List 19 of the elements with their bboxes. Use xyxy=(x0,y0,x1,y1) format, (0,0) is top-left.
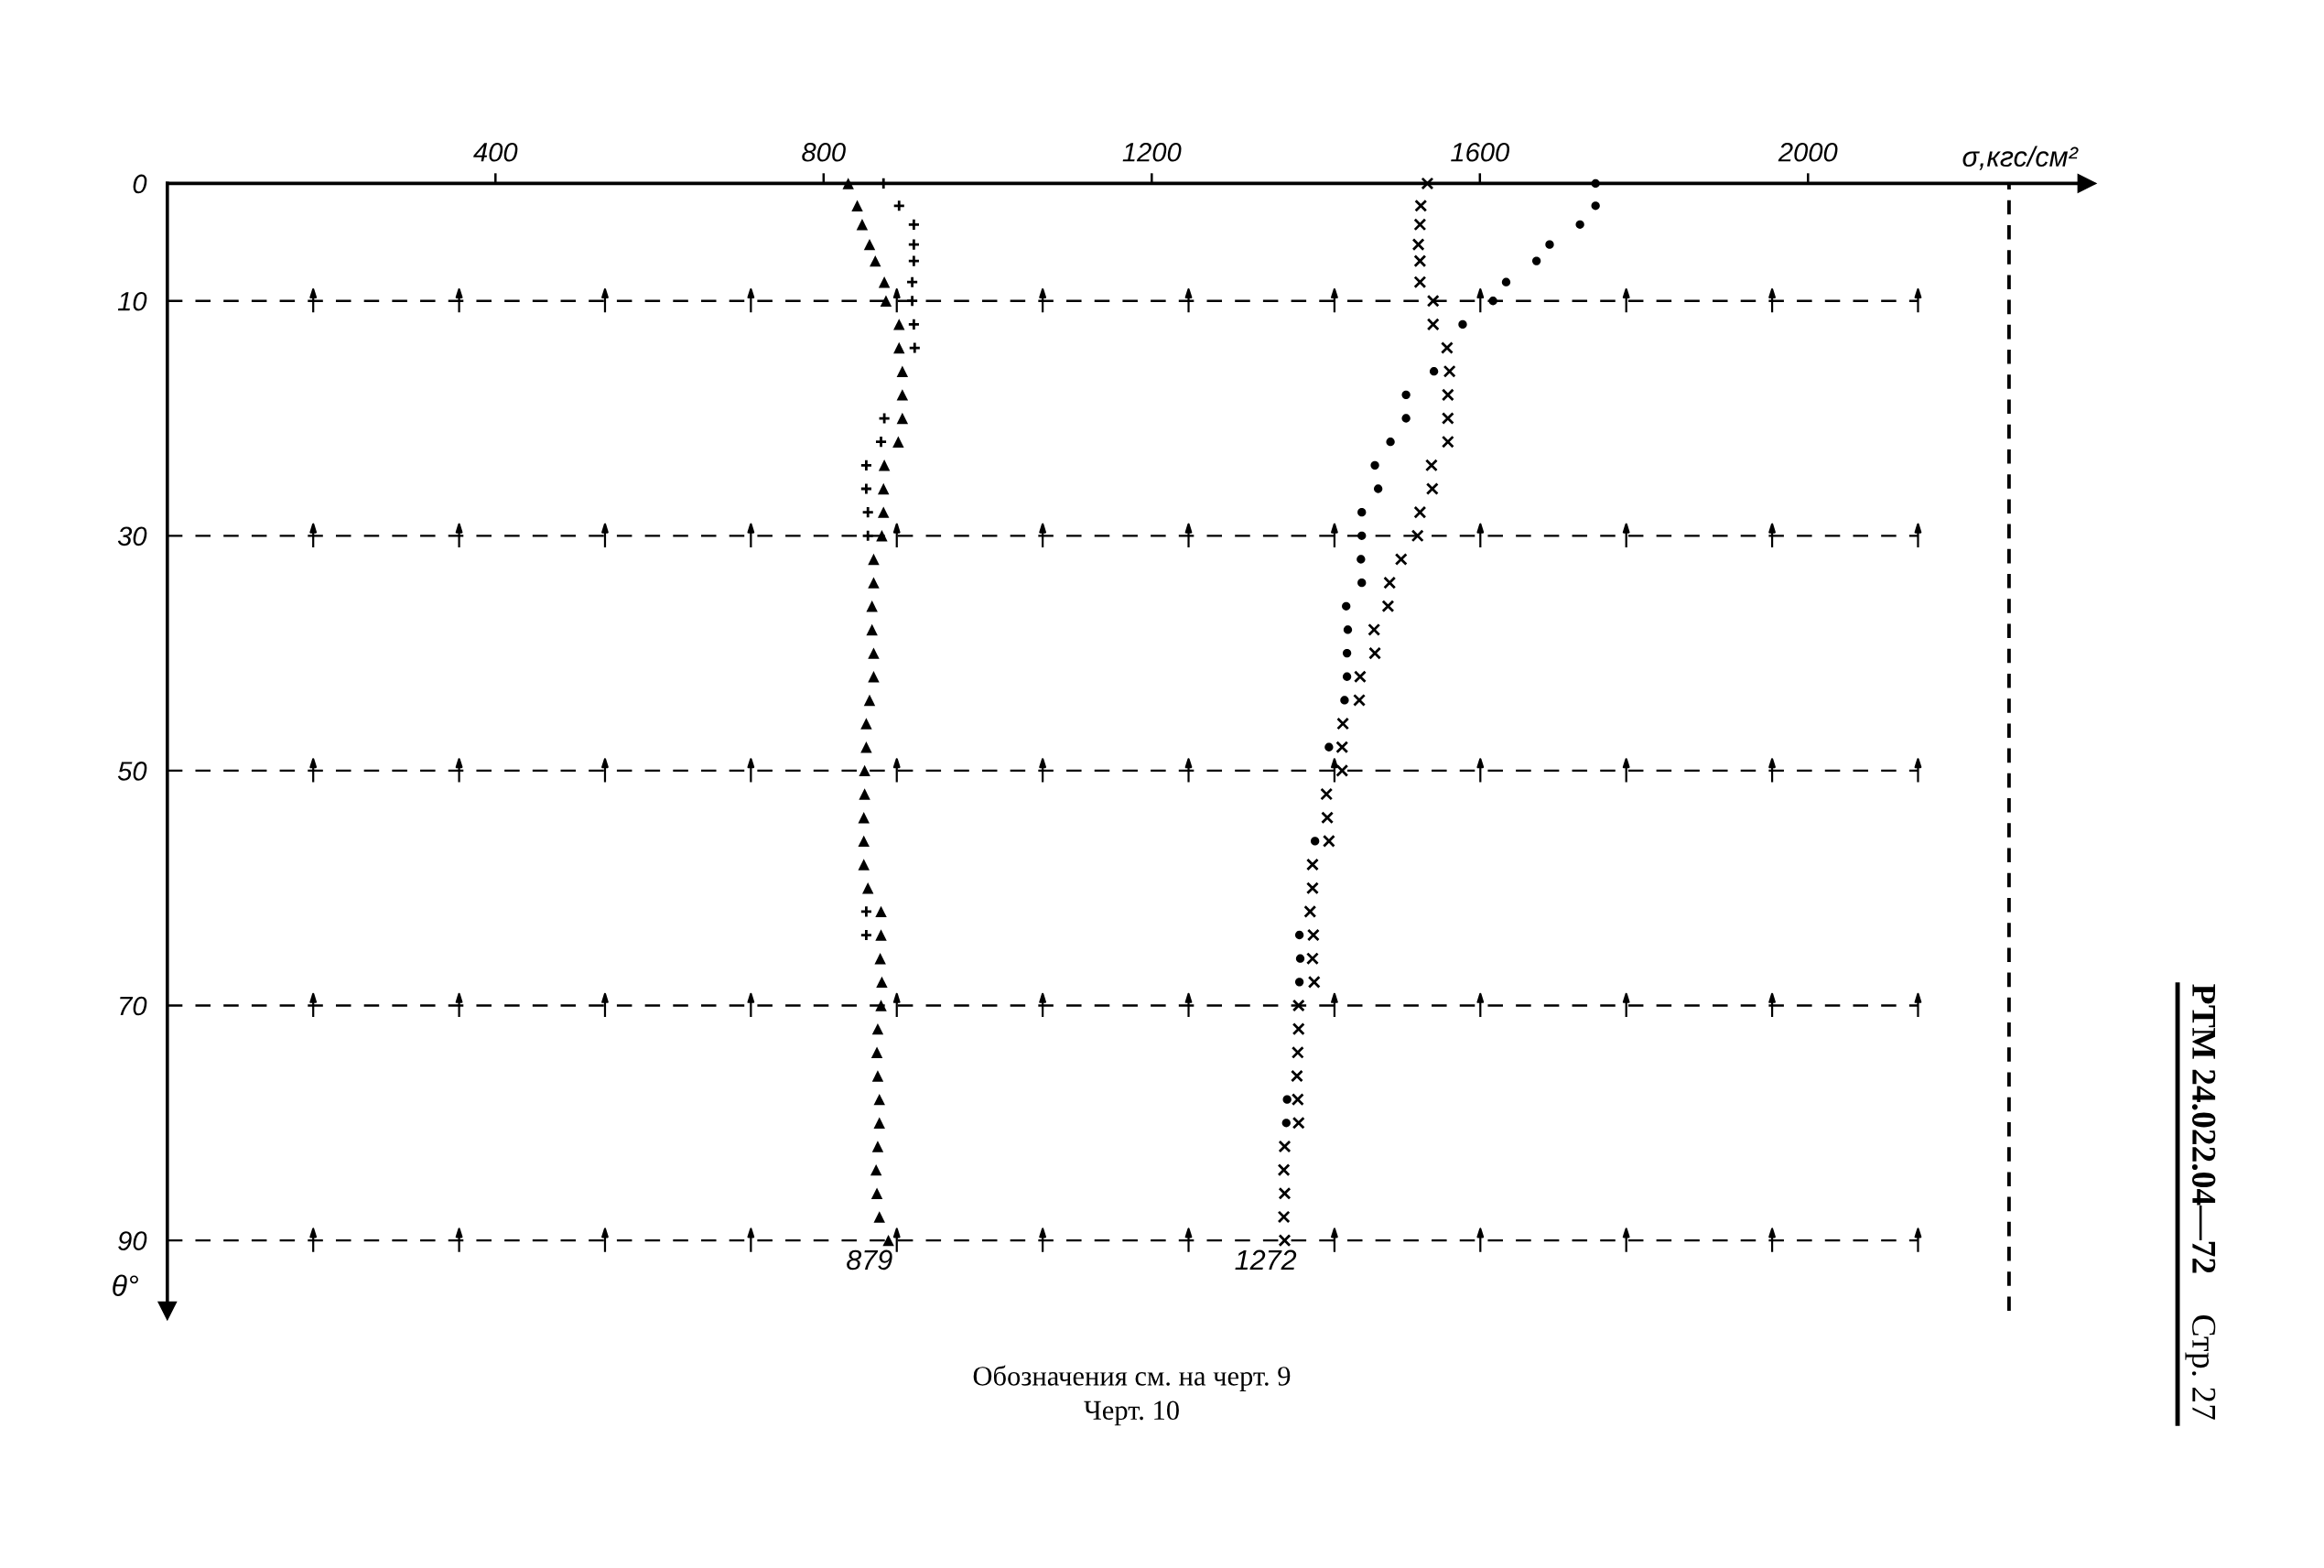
x-tick-label: 1200 xyxy=(1122,142,1182,162)
text: Стр. 27 xyxy=(2185,1315,2216,1420)
x-tick-label: 400 xyxy=(473,142,518,162)
y-tick-label: 90 xyxy=(118,1231,147,1250)
text: Черт. 10 xyxy=(1084,1400,1179,1426)
y-tick-label: 50 xyxy=(117,762,147,781)
x-tick-label: 1600 xyxy=(1451,142,1509,162)
y-tick-label: 0 xyxy=(133,174,147,194)
x-axis-title: σ,кгс/см² xyxy=(1962,146,2079,170)
x-tick-label: 800 xyxy=(802,142,846,162)
annotation: 879 xyxy=(847,1249,892,1271)
y-tick-label: 70 xyxy=(120,996,147,1016)
text: РТМ 24.022.04—72 xyxy=(2191,984,2216,1273)
annotation: 1272 xyxy=(1235,1249,1297,1270)
text: Обозначения см. на черт. 9 xyxy=(973,1365,1291,1391)
y-tick-label: 10 xyxy=(117,291,147,311)
x-tick-label: 2000 xyxy=(1778,142,1838,162)
y-axis-title: θ° xyxy=(113,1274,138,1297)
y-tick-label: 30 xyxy=(117,526,147,546)
